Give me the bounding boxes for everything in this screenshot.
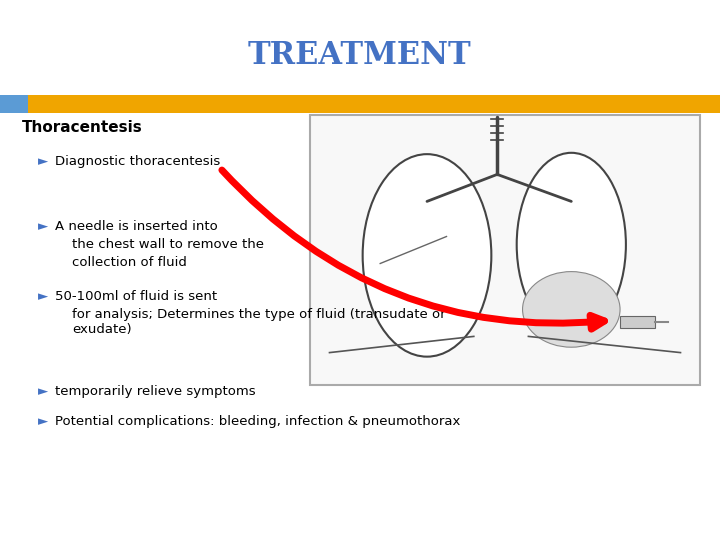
Text: ►: ► xyxy=(38,385,48,398)
Bar xyxy=(0,95,720,113)
Ellipse shape xyxy=(363,154,491,356)
Text: ►: ► xyxy=(38,155,48,168)
Text: TREATMENT: TREATMENT xyxy=(248,39,472,71)
Text: ►: ► xyxy=(38,290,48,303)
Text: exudate): exudate) xyxy=(72,323,132,336)
Text: 50-100ml of fluid is sent: 50-100ml of fluid is sent xyxy=(55,290,217,303)
Bar xyxy=(0,95,28,113)
FancyArrowPatch shape xyxy=(222,170,605,329)
Text: Diagnostic thoracentesis: Diagnostic thoracentesis xyxy=(55,155,220,168)
Text: ►: ► xyxy=(38,220,48,233)
Ellipse shape xyxy=(517,153,626,336)
Bar xyxy=(310,115,700,385)
Text: the chest wall to remove the: the chest wall to remove the xyxy=(72,238,264,251)
Text: Potential complications: bleeding, infection & pneumothorax: Potential complications: bleeding, infec… xyxy=(55,415,460,428)
Text: for analysis; Determines the type of fluid (transudate or: for analysis; Determines the type of flu… xyxy=(72,308,446,321)
Text: temporarily relieve symptoms: temporarily relieve symptoms xyxy=(55,385,256,398)
Text: ►: ► xyxy=(38,415,48,428)
Text: collection of fluid: collection of fluid xyxy=(72,256,187,269)
Text: A needle is inserted into: A needle is inserted into xyxy=(55,220,217,233)
Ellipse shape xyxy=(523,272,620,347)
Text: Thoracentesis: Thoracentesis xyxy=(22,120,143,136)
Bar xyxy=(620,316,655,328)
